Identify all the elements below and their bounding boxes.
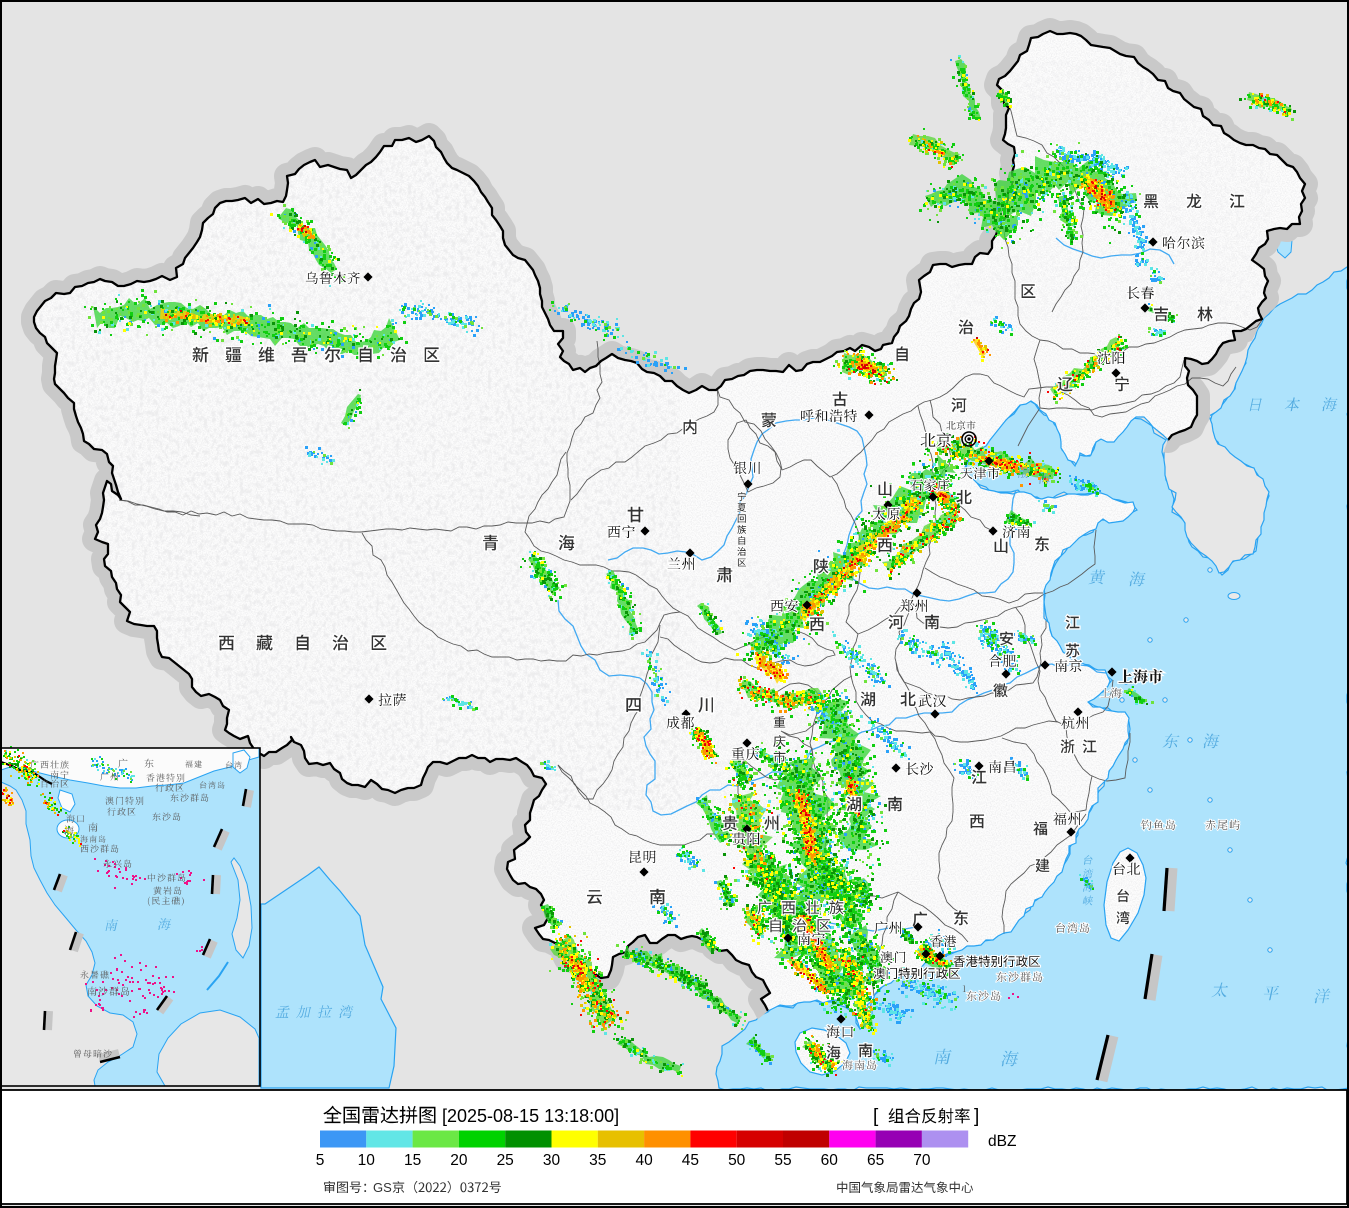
svg-text:]: ]: [974, 1106, 979, 1127]
svg-text:40: 40: [635, 1152, 653, 1169]
svg-text:70: 70: [913, 1152, 931, 1169]
svg-text:dBZ: dBZ: [988, 1133, 1016, 1150]
svg-text:65: 65: [867, 1152, 884, 1169]
svg-text:[: [: [873, 1106, 879, 1127]
svg-text:10: 10: [358, 1152, 376, 1169]
svg-text:55: 55: [774, 1152, 791, 1169]
svg-text:20: 20: [450, 1152, 468, 1169]
svg-text:60: 60: [821, 1152, 839, 1169]
svg-text:GS: GS: [373, 1180, 392, 1195]
svg-text:5: 5: [316, 1152, 325, 1169]
svg-text:30: 30: [543, 1152, 561, 1169]
svg-text:15: 15: [404, 1152, 421, 1169]
svg-text:50: 50: [728, 1152, 746, 1169]
svg-text:45: 45: [682, 1152, 699, 1169]
svg-text:25: 25: [497, 1152, 514, 1169]
svg-text:35: 35: [589, 1152, 606, 1169]
svg-text:[2025-08-15 13:18:00]: [2025-08-15 13:18:00]: [442, 1106, 619, 1126]
